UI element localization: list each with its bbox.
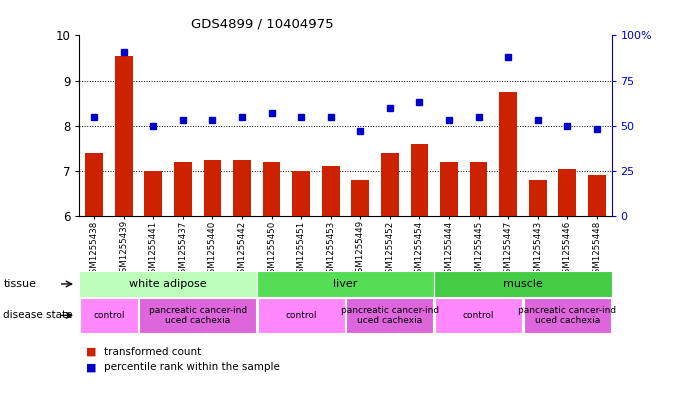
Bar — [529, 180, 547, 216]
Bar — [144, 171, 162, 216]
Text: pancreatic cancer-ind
uced cachexia: pancreatic cancer-ind uced cachexia — [149, 306, 247, 325]
Bar — [381, 153, 399, 216]
Bar — [140, 298, 256, 332]
Text: muscle: muscle — [503, 279, 543, 289]
Bar — [204, 160, 221, 216]
Text: pancreatic cancer-ind
uced cachexia: pancreatic cancer-ind uced cachexia — [341, 306, 439, 325]
Bar — [322, 167, 339, 216]
Bar — [470, 162, 487, 216]
Text: tissue: tissue — [3, 279, 37, 289]
Text: control: control — [463, 311, 494, 320]
Text: percentile rank within the sample: percentile rank within the sample — [104, 362, 280, 373]
Text: transformed count: transformed count — [104, 347, 201, 357]
Bar — [352, 180, 369, 216]
Bar — [86, 153, 103, 216]
Bar — [410, 144, 428, 216]
Text: control: control — [285, 311, 317, 320]
Bar — [440, 162, 458, 216]
Text: ■: ■ — [86, 347, 97, 357]
Text: GDS4899 / 10404975: GDS4899 / 10404975 — [191, 18, 334, 31]
Bar — [588, 175, 605, 216]
Bar — [263, 162, 281, 216]
Bar — [434, 271, 612, 297]
Bar — [80, 298, 138, 332]
Text: pancreatic cancer-ind
uced cachexia: pancreatic cancer-ind uced cachexia — [518, 306, 616, 325]
Text: liver: liver — [333, 279, 358, 289]
Bar — [558, 169, 576, 216]
Bar — [257, 271, 434, 297]
Bar — [524, 298, 611, 332]
Text: ■: ■ — [86, 362, 97, 373]
Bar — [174, 162, 192, 216]
Bar — [258, 298, 345, 332]
Bar — [435, 298, 522, 332]
Text: disease state: disease state — [3, 310, 73, 320]
Bar — [499, 92, 517, 216]
Bar — [292, 171, 310, 216]
Bar — [346, 298, 433, 332]
Text: white adipose: white adipose — [129, 279, 207, 289]
Bar — [79, 271, 257, 297]
Bar — [115, 56, 133, 216]
Text: control: control — [93, 311, 125, 320]
Bar — [233, 160, 251, 216]
